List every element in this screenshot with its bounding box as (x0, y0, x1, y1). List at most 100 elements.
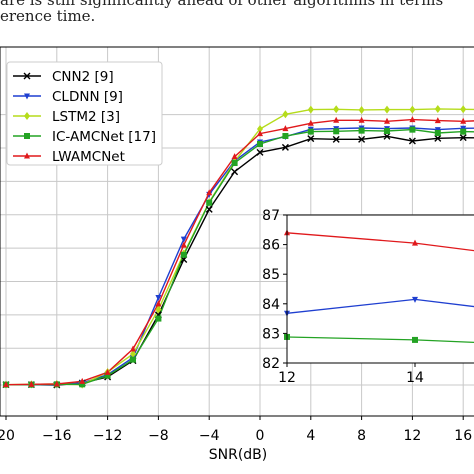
main-x-ticks: 20 −16 −12 −8 −4 0 4 8 12 16 (0, 416, 472, 444)
x-tick-label: 20 (0, 428, 15, 444)
data-point-marker (307, 128, 314, 135)
legend-label: LSTM2 [3] (52, 109, 120, 125)
inset-data-point-marker (412, 336, 418, 343)
data-point-marker (307, 105, 314, 114)
data-point-marker (79, 381, 86, 388)
data-point-marker (383, 132, 391, 140)
inset-y-tick-label: 85 (262, 267, 280, 283)
inset-x-tick-label: 12 (278, 370, 296, 386)
data-point-marker (155, 300, 162, 307)
data-point-marker (358, 116, 365, 123)
data-point-marker (257, 130, 263, 137)
main-series-lines (5, 108, 474, 386)
legend-marker (24, 93, 30, 100)
data-point-marker (180, 241, 187, 248)
data-point-marker (53, 380, 60, 387)
data-point-marker (460, 117, 467, 124)
data-point-marker (384, 105, 390, 114)
inset-series-line-2 (286, 336, 474, 343)
x-tick-label: 0 (256, 428, 265, 444)
legend-label: LWAMCNet (52, 149, 125, 165)
data-point-marker (180, 236, 187, 243)
series-line-3 (6, 128, 474, 386)
x-tick-label: −4 (199, 428, 220, 444)
series-line-1 (6, 127, 474, 386)
inset-series-line-0 (286, 232, 474, 252)
data-point-marker (358, 127, 365, 134)
x-axis-label: SNR(dB) (209, 447, 268, 463)
legend-marker (24, 152, 30, 159)
legend-marker (23, 72, 31, 80)
data-point-marker (358, 135, 366, 143)
legend: CNN2 [9] CLDNN [9] LSTM2 [3] IC-AMCNet [17]… (6, 61, 163, 166)
data-point-marker (358, 105, 365, 114)
data-point-marker (282, 125, 289, 132)
data-point-marker (130, 349, 136, 358)
data-point-marker (434, 129, 441, 136)
data-point-marker (79, 377, 86, 384)
data-point-marker (3, 381, 9, 388)
data-point-marker (384, 127, 390, 134)
legend-box (6, 61, 163, 166)
data-point-marker (205, 205, 213, 213)
data-point-marker (333, 105, 340, 114)
inset-data-point-marker (412, 296, 418, 303)
inset-y-tick-label: 86 (262, 238, 280, 254)
x-tick-label: −12 (93, 428, 123, 444)
data-point-marker (459, 134, 467, 142)
x-tick-label: −16 (42, 428, 72, 444)
inset-y-tick-label: 83 (262, 326, 280, 342)
inset-frame (286, 214, 474, 364)
data-point-marker (409, 116, 416, 123)
x-tick-label: 4 (306, 428, 315, 444)
inset-y-tick-label: 84 (262, 297, 280, 313)
legend-marker (24, 112, 30, 120)
data-point-marker (434, 117, 441, 124)
data-point-marker (257, 124, 263, 133)
data-point-marker (434, 134, 442, 142)
data-point-marker (180, 251, 187, 258)
data-point-marker (257, 140, 263, 147)
data-point-marker (155, 305, 162, 314)
data-point-marker (231, 153, 238, 160)
data-point-marker (28, 380, 35, 387)
data-point-marker (231, 160, 238, 167)
x-tick-label: −8 (148, 428, 169, 444)
x-tick-label: 8 (357, 428, 366, 444)
context-text-line-2: erence time. (0, 7, 96, 25)
legend-label: IC-AMCNet [17] (52, 129, 156, 145)
inset-y-tick-label: 87 (262, 208, 280, 224)
data-point-marker (333, 128, 340, 135)
data-point-marker (155, 295, 162, 302)
data-point-marker (231, 168, 239, 176)
data-point-marker (104, 372, 111, 379)
x-tick-label: 12 (403, 428, 421, 444)
data-point-marker (155, 315, 162, 322)
legend-label: CNN2 [9] (52, 69, 114, 85)
data-point-marker (130, 356, 136, 363)
data-point-marker (460, 105, 467, 114)
data-point-marker (282, 132, 289, 139)
data-point-marker (104, 368, 111, 375)
inset-series-line-1 (286, 298, 474, 314)
legend-marker (24, 133, 30, 139)
inset-ticks: 828384858687121416 (262, 208, 424, 386)
data-point-marker (282, 110, 289, 119)
data-point-marker (130, 345, 136, 352)
data-point-marker (206, 189, 213, 196)
data-point-marker (307, 135, 315, 143)
inset-data-point-marker (412, 239, 418, 246)
data-point-marker (307, 119, 314, 126)
inset-series-lines (286, 232, 474, 343)
data-point-marker (434, 104, 441, 113)
inset-x-tick-label: 14 (406, 370, 424, 386)
legend-label: CLDNN [9] (52, 89, 123, 105)
context-text-line-1: are is still significantly ahead of othe… (0, 0, 444, 9)
plot-frame (0, 46, 474, 417)
series-line-4 (5, 118, 474, 386)
data-point-marker (409, 105, 416, 114)
data-point-marker (409, 126, 416, 133)
data-point-marker (384, 117, 390, 124)
data-point-marker (408, 137, 416, 145)
